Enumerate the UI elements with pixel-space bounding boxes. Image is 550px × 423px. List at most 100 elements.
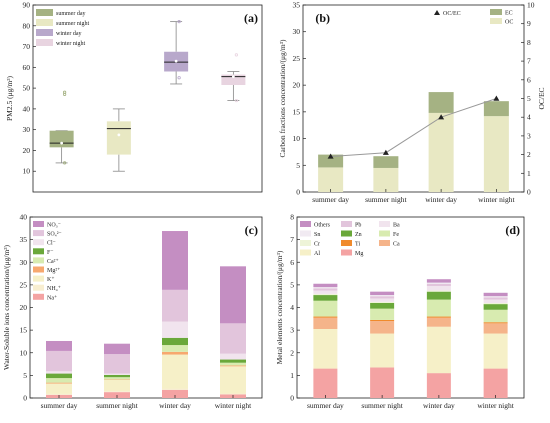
legend-swatch (300, 230, 311, 237)
c-y-tick-label: 30 (20, 258, 28, 267)
bar-segment (162, 389, 188, 398)
legend-swatch (490, 18, 502, 24)
bar-segment (370, 296, 395, 299)
bar-segment (104, 374, 130, 378)
legend-swatch (36, 39, 53, 46)
outlier-point (63, 92, 67, 96)
bar-segment (373, 167, 399, 192)
bar-segment (426, 299, 451, 317)
d-y-tick-label: 7 (290, 235, 294, 244)
bar-segment (104, 377, 130, 380)
b-y2-tick-label: 3 (527, 131, 531, 140)
outlier-point (177, 76, 181, 80)
x-tick-label: summer night (365, 195, 407, 204)
legend-label: Fe (393, 232, 399, 238)
bar-segment (104, 354, 130, 374)
x-tick-label: winter night (477, 401, 514, 410)
legend-marker (434, 10, 440, 15)
box (106, 121, 131, 155)
bar-segment (428, 112, 454, 192)
a-y-tick-label: 10 (23, 167, 31, 176)
legend-label: Mg²⁺ (47, 268, 60, 274)
outlier-point (234, 98, 238, 103)
bar-segment (428, 92, 454, 113)
legend-label: Mg (355, 251, 363, 257)
bar-segment (313, 368, 338, 398)
mean-marker (231, 75, 235, 79)
bar-segment (220, 353, 246, 360)
bar-segment (162, 351, 188, 355)
d-y-tick-label: 4 (290, 303, 294, 312)
legend-label: winter day (56, 31, 82, 37)
legend-label: summer day (56, 11, 86, 17)
x-tick-label: summer night (361, 401, 403, 410)
bar-segment (220, 393, 246, 395)
panel-c: 0 5 10 15 20 25 30 35 40 Water-Soluble ions conce… (2, 213, 263, 410)
b-y2-tick-label: 10 (527, 1, 535, 10)
bar-segment (46, 371, 72, 374)
bar-segment (483, 292, 508, 297)
legend-swatch (33, 239, 44, 246)
b-y-tick-label: 10 (293, 134, 301, 143)
b-y2-tick-label: 9 (527, 19, 531, 28)
box (49, 130, 74, 148)
panel-a: 10 20 30 40 50 60 70 80 90 PM2.5 (μg/m³) (a) summer… (5, 1, 263, 193)
legend-label: Ba (393, 223, 400, 229)
bar-segment (313, 300, 338, 317)
legend-label: Ti (355, 242, 360, 248)
b-y-tick-label: 0 (296, 188, 300, 197)
bar-segment (370, 319, 395, 322)
d-y-tick-label: 8 (290, 213, 294, 222)
bar-segment (370, 302, 395, 309)
panel-label: (c) (245, 223, 258, 237)
bar-segment (313, 295, 338, 301)
bar-segment (318, 154, 344, 168)
c-y-tick-label: 15 (20, 326, 28, 335)
bar-segment (313, 328, 338, 369)
bar-segment (426, 283, 451, 287)
plot-frame (32, 4, 263, 193)
legend-label: Cl⁻ (47, 241, 56, 247)
bar-segment (483, 309, 508, 323)
b-y-tick-label: 20 (293, 81, 301, 90)
a-y-tick-label: 70 (23, 42, 31, 51)
d-y-tick-label: 2 (290, 348, 294, 357)
x-tick-label: winter night (478, 195, 515, 204)
bar-segment (162, 337, 188, 346)
legend-swatch (33, 293, 44, 300)
bar-segment (483, 297, 508, 300)
x-tick-label: winter day (425, 195, 457, 204)
c-y-tick-label: 40 (20, 213, 28, 222)
bar-segment (313, 288, 338, 291)
bar-segment (370, 308, 395, 320)
bar-segment (220, 266, 246, 324)
legend-label: SO₄²⁻ (47, 232, 62, 238)
x-tick-label: summer day (41, 401, 78, 410)
bar-segment (313, 290, 338, 294)
b-y2-tick-label: 1 (527, 169, 531, 178)
d-y-tick-label: 5 (290, 280, 294, 289)
legend-label: OC (505, 20, 513, 26)
legend-label: EC (505, 11, 513, 17)
bar-segment (104, 343, 130, 355)
a-y-tick-label: 60 (23, 63, 31, 72)
bar-segment (426, 326, 451, 374)
bar-segment (373, 156, 399, 168)
legend-swatch (341, 230, 352, 237)
legend-swatch (33, 284, 44, 291)
b-y2-tick-label: 7 (527, 57, 531, 66)
bar-segment (46, 373, 72, 379)
c-y-tick-label: 25 (20, 280, 28, 289)
bar-segment (46, 382, 72, 384)
ocec-point (327, 153, 334, 159)
b-y-tick-label: 15 (293, 107, 301, 116)
bar-segment (483, 302, 508, 305)
bar-segment (162, 345, 188, 352)
bar-segment (370, 321, 395, 334)
x-tick-label: summer night (96, 401, 138, 410)
a-y-tick-label: 90 (23, 1, 31, 10)
bar-segment (162, 388, 188, 390)
legend-swatch (36, 29, 53, 36)
c-y-tick-label: 10 (20, 348, 28, 357)
